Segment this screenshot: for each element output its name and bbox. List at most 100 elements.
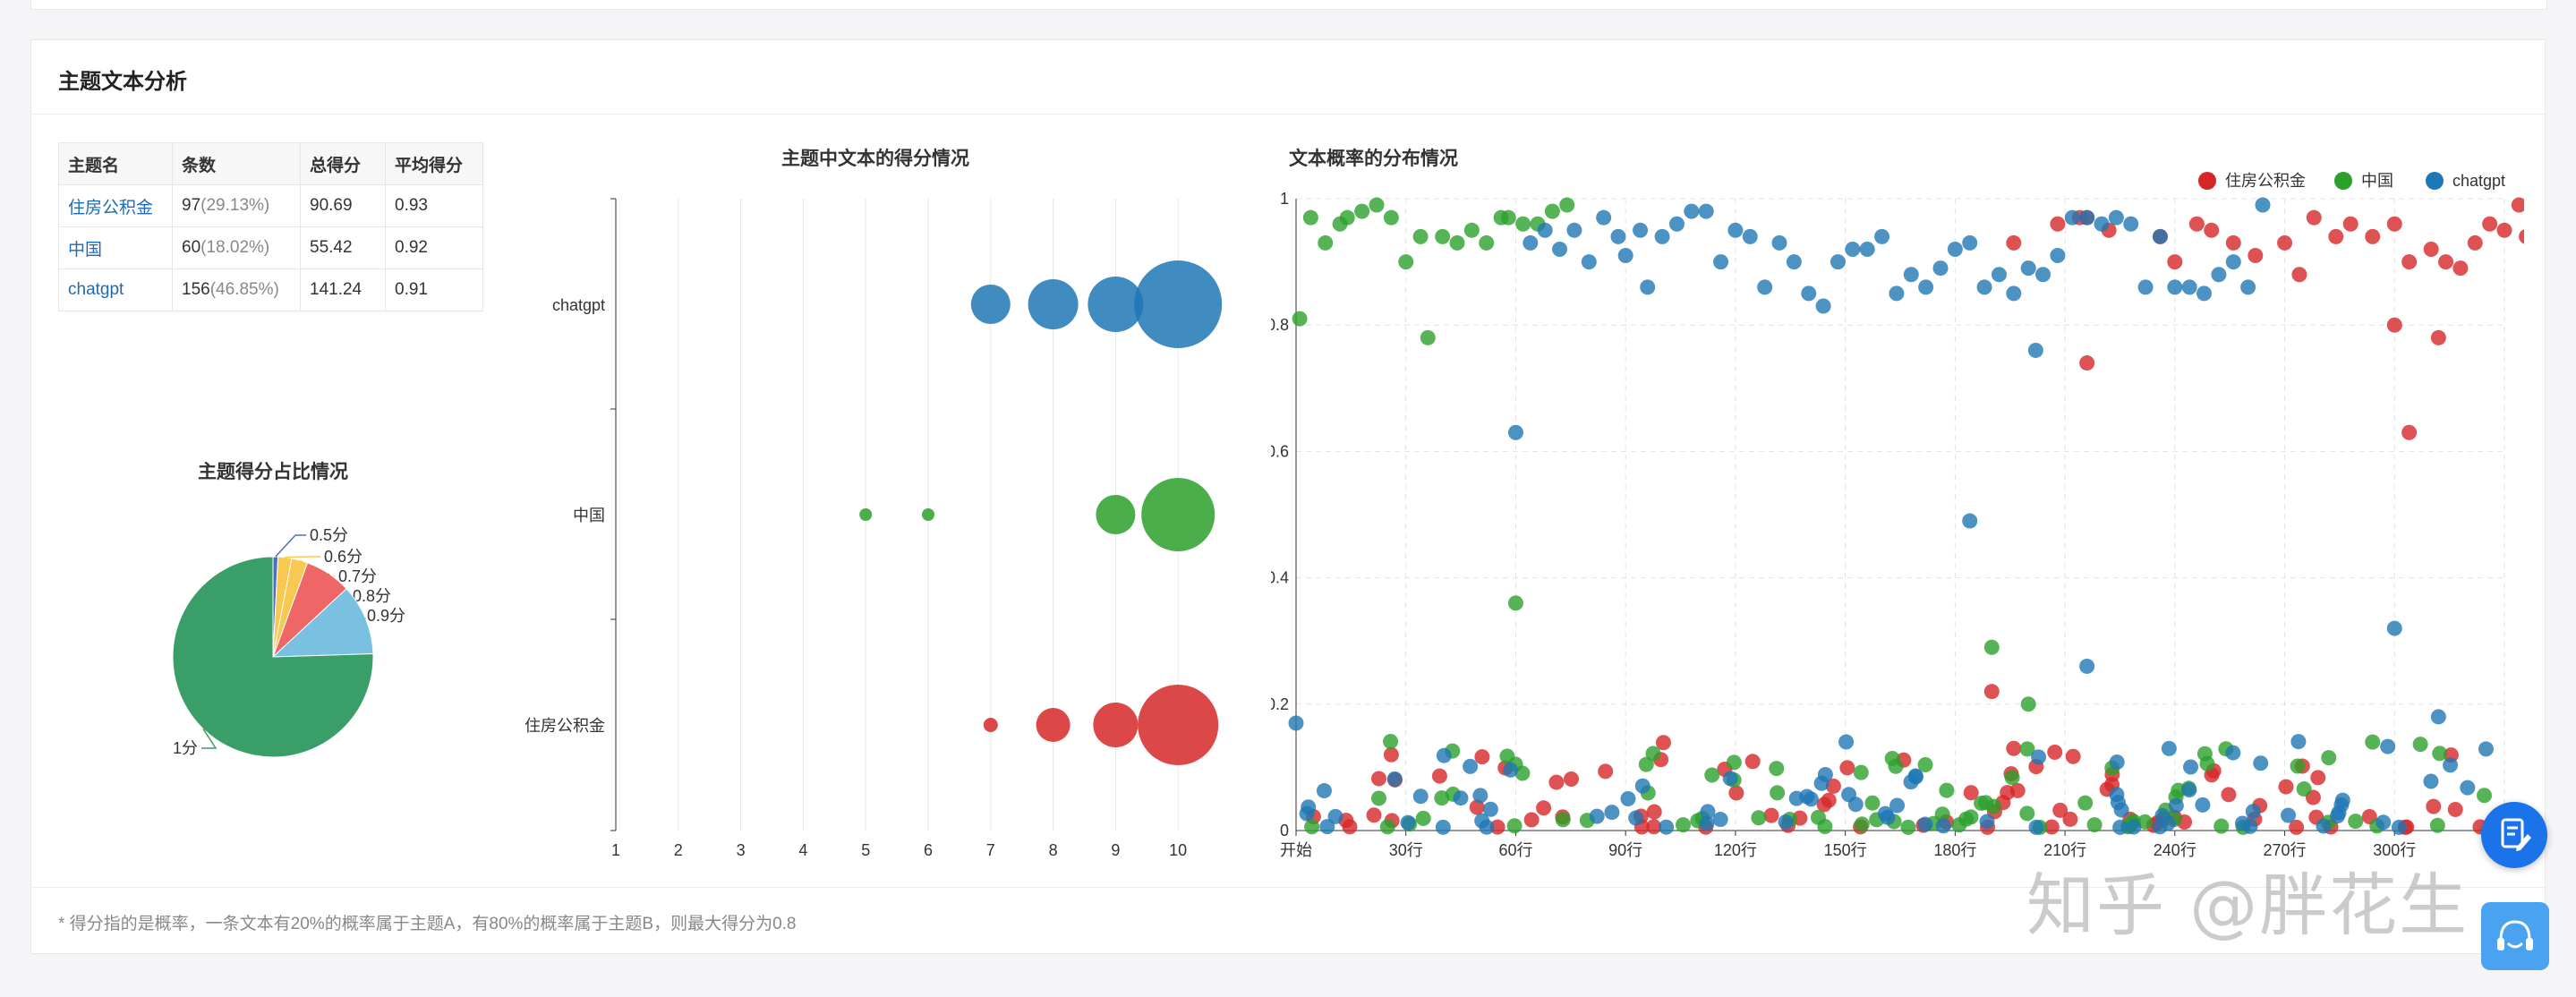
scatter-point [1292, 311, 1308, 327]
scatter-point [1722, 771, 1738, 787]
scatter-point [1816, 797, 1832, 813]
scatter-point [1700, 804, 1716, 820]
scatter-point [1962, 234, 1978, 251]
scatter-point [2423, 241, 2439, 257]
bubble-x-tick: 3 [737, 841, 746, 859]
bubble-point [1088, 277, 1144, 332]
scatter-point [1825, 778, 1841, 794]
scatter-point [1634, 778, 1651, 794]
topic-summary-table: 主题名 条数 总得分 平均得分 住房公积金 97(29.13%) 90.69 0… [58, 142, 483, 311]
scatter-point [1523, 812, 1540, 828]
scatter-point [1640, 279, 1656, 295]
bubble-point [1093, 703, 1139, 747]
scatter-point [1383, 746, 1399, 763]
scatter-point [1877, 805, 1893, 822]
scatter-point [1963, 785, 1979, 801]
scatter-point [2334, 792, 2350, 808]
scatter-point [1412, 228, 1429, 244]
scatter-point [1991, 267, 2007, 283]
topic-name-link[interactable]: chatgpt [58, 268, 173, 311]
scatter-point [1620, 791, 1636, 807]
scatter-point [2401, 254, 2418, 270]
bubble-chart-title: 主题中文本的得分情况 [781, 148, 969, 169]
table-header-cell: 平均得分 [385, 142, 483, 185]
scatter-point [2221, 787, 2237, 803]
scatter-point [1726, 754, 1742, 771]
topic-total-score: 90.69 [300, 184, 386, 227]
scatter-point [2291, 267, 2307, 283]
scatter-legend-label: 住房公积金 [2225, 172, 2306, 190]
scatter-point [1302, 209, 1318, 226]
scatter-point [1979, 814, 1995, 830]
scatter-point [2430, 709, 2446, 725]
bubble-x-tick: 10 [1169, 841, 1187, 859]
scatter-point [2126, 819, 2142, 835]
scatter-point [1503, 762, 1519, 778]
count-percent: (29.13%) [200, 196, 270, 215]
topic-count: 156(46.85%) [172, 268, 301, 311]
scatter-point [2181, 279, 2197, 295]
scatter-point [1431, 768, 1447, 784]
scatter-point [1566, 222, 1582, 238]
scatter-y-tick: 0.8 [1271, 316, 1289, 334]
scatter-point [2152, 819, 2168, 835]
scatter-point [2050, 248, 2066, 264]
scatter-point [1903, 267, 1919, 283]
scatter-point [1400, 814, 1416, 831]
scatter-point [1958, 811, 1975, 827]
scatter-point [1645, 746, 1661, 762]
footer-divider [31, 887, 2545, 888]
scatter-point [1581, 254, 1597, 270]
customer-support-button[interactable] [2481, 902, 2549, 970]
scatter-x-tick: 90行 [1608, 841, 1642, 859]
scatter-point [1436, 747, 1452, 763]
bubble-y-label: 中国 [573, 507, 605, 524]
scatter-x-tick: 240行 [2154, 841, 2196, 859]
scatter-point [2108, 209, 2124, 226]
score-footnote: * 得分指的是概率，一条文本有20%的概率属于主题A，有80%的概率属于主题B，… [58, 915, 797, 933]
scatter-point [2290, 758, 2306, 774]
scatter-point [1412, 788, 1429, 805]
scatter-point [1420, 329, 1436, 345]
scatter-point [2077, 795, 2094, 811]
scatter-point [2365, 734, 2381, 750]
scatter-point [1932, 260, 1949, 277]
topic-name-link[interactable]: 中国 [58, 226, 173, 269]
scatter-point [1817, 766, 1833, 782]
topic-name-link[interactable]: 住房公积金 [58, 184, 173, 227]
scatter-point [2196, 746, 2213, 762]
scatter-point [2452, 260, 2469, 277]
scatter-point [1799, 788, 1815, 805]
scatter-point [2225, 254, 2241, 270]
scatter-point [2432, 746, 2448, 762]
scatter-point [1369, 197, 1385, 213]
scatter-point [2225, 745, 2241, 761]
scatter-point [1654, 228, 1670, 244]
scatter-x-tick: 60行 [1498, 841, 1532, 859]
scatter-legend-marker [2334, 172, 2352, 190]
scatter-point [1463, 222, 1480, 238]
scatter-point [1383, 209, 1399, 226]
scatter-point [1536, 800, 1552, 816]
scatter-point [2328, 228, 2344, 244]
scatter-x-tick: 210行 [2043, 841, 2086, 859]
bubble-point [1138, 685, 1219, 765]
scatter-x-tick: 30行 [1389, 841, 1423, 859]
scatter-point [2321, 750, 2337, 766]
scatter-point [1339, 209, 1355, 226]
scatter-point [2240, 279, 2256, 295]
edit-document-button[interactable] [2481, 802, 2547, 868]
scatter-point [2225, 234, 2241, 251]
scatter-point [2094, 216, 2110, 232]
scatter-point [2167, 254, 2183, 270]
pie-label-line [352, 615, 366, 620]
watermark-text: 知乎 @胖花生 [2026, 865, 2469, 945]
scatter-point [2213, 818, 2230, 834]
topic-count: 97(29.13%) [172, 184, 301, 227]
scatter-point [2460, 780, 2476, 796]
scatter-point [1889, 285, 1905, 302]
scatter-point [1713, 254, 1729, 270]
scatter-point [2112, 819, 2128, 835]
scatter-point [2429, 817, 2445, 833]
scatter-point [2050, 216, 2066, 232]
